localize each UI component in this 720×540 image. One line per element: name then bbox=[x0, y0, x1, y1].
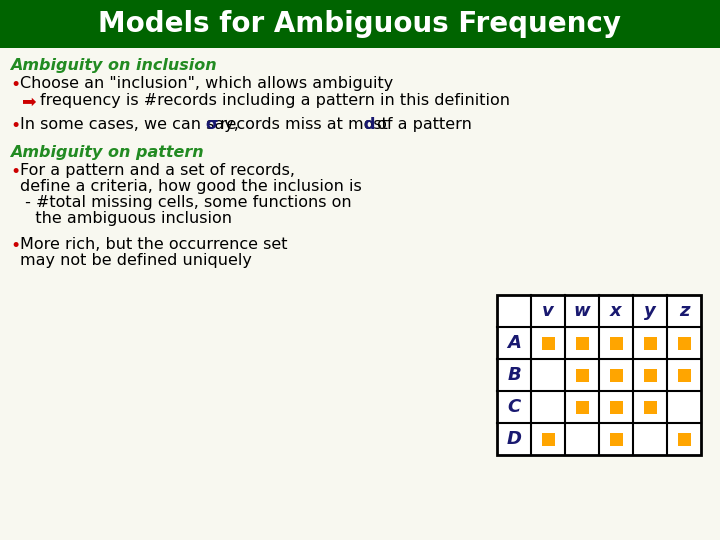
Text: d: d bbox=[363, 117, 374, 132]
Text: w: w bbox=[574, 302, 590, 320]
Text: Models for Ambiguous Frequency: Models for Ambiguous Frequency bbox=[99, 10, 621, 38]
Bar bbox=[497, 295, 701, 455]
Text: B: B bbox=[507, 366, 521, 384]
Bar bbox=[0, 0, 720, 48]
Text: frequency is #records including a pattern in this definition: frequency is #records including a patter… bbox=[40, 93, 510, 108]
Text: records miss at most: records miss at most bbox=[215, 117, 393, 132]
Bar bbox=[644, 401, 657, 414]
Text: the ambiguous inclusion: the ambiguous inclusion bbox=[20, 211, 232, 226]
Bar bbox=[541, 336, 554, 349]
Text: •: • bbox=[10, 76, 20, 94]
Bar bbox=[644, 336, 657, 349]
Bar bbox=[610, 368, 623, 381]
Text: x: x bbox=[610, 302, 622, 320]
Text: Ambiguity on pattern: Ambiguity on pattern bbox=[10, 145, 204, 160]
Bar bbox=[678, 336, 690, 349]
Text: •: • bbox=[10, 237, 20, 255]
Text: z: z bbox=[679, 302, 689, 320]
Bar bbox=[497, 295, 701, 455]
Bar bbox=[541, 433, 554, 446]
Bar bbox=[678, 368, 690, 381]
Bar bbox=[610, 433, 623, 446]
Text: In some cases, we can say,: In some cases, we can say, bbox=[20, 117, 244, 132]
Bar bbox=[575, 401, 588, 414]
Text: •: • bbox=[10, 163, 20, 181]
Text: A: A bbox=[507, 334, 521, 352]
Bar bbox=[678, 433, 690, 446]
Bar bbox=[644, 368, 657, 381]
Text: define a criteria, how good the inclusion is: define a criteria, how good the inclusio… bbox=[20, 179, 361, 194]
Text: Choose an "inclusion", which allows ambiguity: Choose an "inclusion", which allows ambi… bbox=[20, 76, 393, 91]
Bar bbox=[610, 401, 623, 414]
Text: of a pattern: of a pattern bbox=[372, 117, 472, 132]
Bar bbox=[575, 368, 588, 381]
Text: - #total missing cells, some functions on: - #total missing cells, some functions o… bbox=[20, 195, 351, 210]
Text: •: • bbox=[10, 117, 20, 135]
Text: v: v bbox=[542, 302, 554, 320]
Text: y: y bbox=[644, 302, 656, 320]
Text: C: C bbox=[508, 398, 521, 416]
Text: For a pattern and a set of records,: For a pattern and a set of records, bbox=[20, 163, 295, 178]
Bar bbox=[575, 336, 588, 349]
Text: More rich, but the occurrence set: More rich, but the occurrence set bbox=[20, 237, 287, 252]
Text: Ambiguity on inclusion: Ambiguity on inclusion bbox=[10, 58, 217, 73]
Bar bbox=[610, 336, 623, 349]
Text: D: D bbox=[506, 430, 521, 448]
Text: ➡: ➡ bbox=[22, 93, 37, 111]
Text: may not be defined uniquely: may not be defined uniquely bbox=[20, 253, 252, 268]
Text: σ: σ bbox=[205, 117, 217, 132]
